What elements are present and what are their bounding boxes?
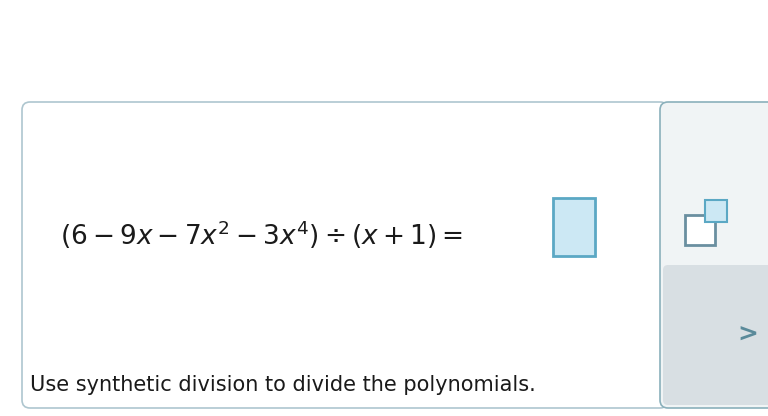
FancyBboxPatch shape — [22, 102, 668, 408]
Text: >: > — [737, 323, 759, 347]
Text: Use synthetic division to divide the polynomials.: Use synthetic division to divide the pol… — [30, 375, 536, 395]
Text: $\left(6-9x-7x^{2}-3x^{4}\right)\div\left(x+1\right)=$: $\left(6-9x-7x^{2}-3x^{4}\right)\div\lef… — [60, 219, 463, 251]
Bar — [705, 200, 727, 222]
FancyBboxPatch shape — [660, 102, 768, 408]
Bar — [553, 198, 595, 256]
Bar — [685, 215, 715, 245]
FancyBboxPatch shape — [663, 265, 768, 405]
